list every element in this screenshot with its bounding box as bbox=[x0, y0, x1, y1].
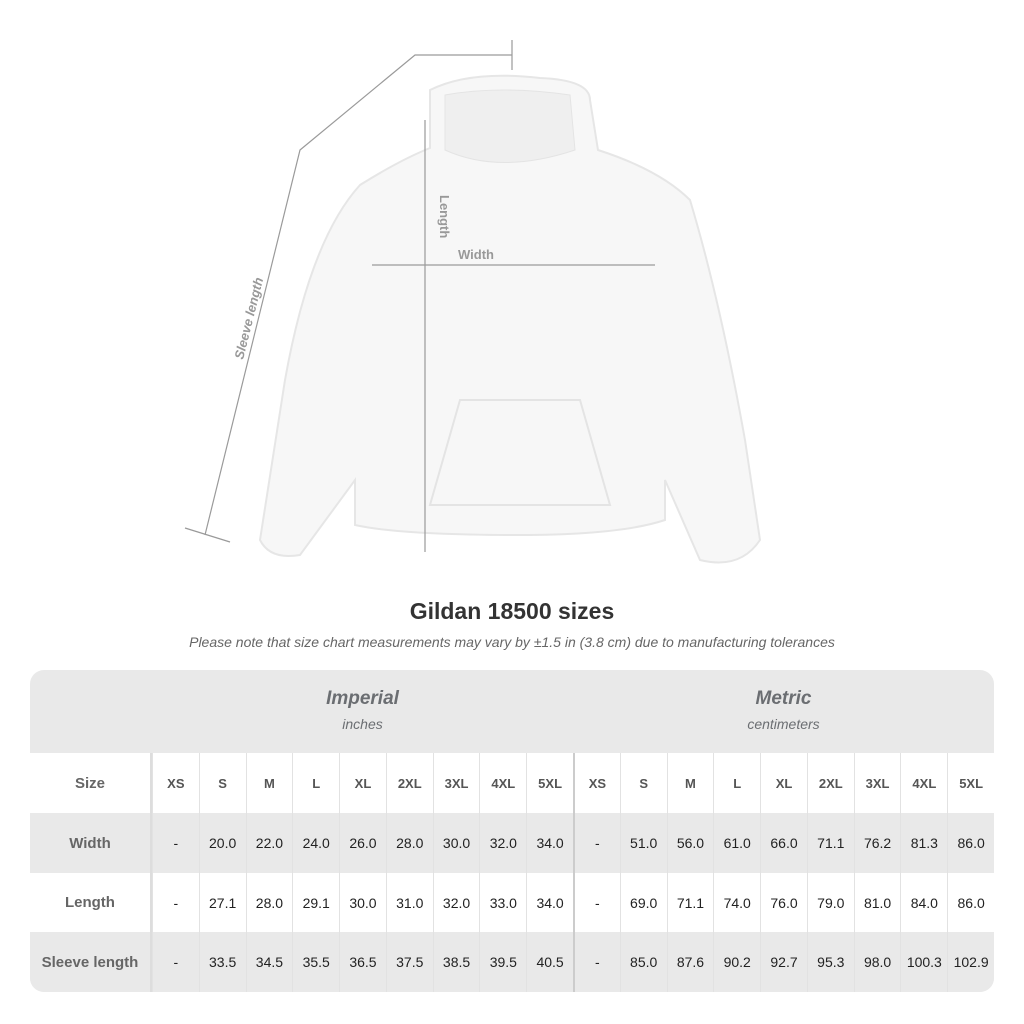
hoodie-image bbox=[258, 74, 762, 564]
table-cell: 56.0 bbox=[666, 813, 714, 873]
row-label: Width bbox=[30, 813, 152, 873]
table-cell: 24.0 bbox=[292, 813, 339, 873]
metric-title: Metric bbox=[755, 688, 812, 709]
table-cell: 20.0 bbox=[198, 813, 246, 873]
size-header-cell: L bbox=[713, 753, 760, 813]
size-header-cell: 4XL bbox=[900, 753, 947, 813]
row-label: Sleeve length bbox=[30, 932, 152, 992]
table-cell: 34.0 bbox=[526, 873, 573, 932]
sleeve-length-label: Sleeve length bbox=[231, 276, 266, 361]
table-cell: 28.0 bbox=[245, 873, 293, 932]
table-cell: - bbox=[151, 873, 199, 932]
size-header-cell: XL bbox=[760, 753, 807, 813]
table-cell: 22.0 bbox=[245, 813, 293, 873]
table-cell: - bbox=[572, 932, 620, 992]
table-cell: 95.3 bbox=[806, 932, 854, 992]
table-cell: 86.0 bbox=[947, 813, 994, 873]
table-cell: 38.5 bbox=[432, 932, 480, 992]
table-cell: 87.6 bbox=[666, 932, 714, 992]
hoodie-diagram: Length Width Sleeve length bbox=[184, 40, 762, 564]
table-row: Length -27.1 28.0 29.1 30.0 31.0 32.0 33.0 34.0-… bbox=[30, 873, 994, 932]
table-cell: 35.5 bbox=[292, 932, 339, 992]
size-header-cell: 2XL bbox=[385, 753, 433, 813]
metric-subtitle: centimeters bbox=[747, 716, 820, 732]
width-label: Width bbox=[458, 247, 494, 262]
size-header-cell: M bbox=[245, 753, 293, 813]
size-header-cell: XS bbox=[151, 753, 199, 813]
imperial-header: Imperial inches bbox=[152, 670, 573, 753]
table-cell: 33.5 bbox=[198, 932, 246, 992]
table-cell: - bbox=[151, 932, 199, 992]
table-row: Width -20.0 22.0 24.0 26.0 28.0 30.0 32.0 34.0-5… bbox=[30, 813, 994, 873]
table-cell: 86.0 bbox=[947, 873, 994, 932]
metric-header: Metric centimeters bbox=[573, 670, 994, 753]
size-header-cell: L bbox=[292, 753, 339, 813]
table-row: Sleeve length -33.5 34.5 35.5 36.5 37.5 38.5 39… bbox=[30, 932, 994, 992]
table-cell: 102.9 bbox=[947, 932, 994, 992]
table-cell: 81.3 bbox=[900, 813, 947, 873]
measure-lines bbox=[184, 40, 655, 552]
row-label: Size bbox=[30, 753, 152, 813]
size-header-cell: S bbox=[619, 753, 667, 813]
size-header-cell: 2XL bbox=[806, 753, 854, 813]
row-label: Length bbox=[30, 873, 152, 932]
table-cell: 34.0 bbox=[526, 813, 573, 873]
size-header-cell: M bbox=[666, 753, 714, 813]
table-cell: 30.0 bbox=[339, 873, 386, 932]
table-cell: 98.0 bbox=[853, 932, 901, 992]
table-cell: 29.1 bbox=[292, 873, 339, 932]
table-cell: 39.5 bbox=[479, 932, 526, 992]
size-table: Imperial inches Metric centimeters Size X… bbox=[30, 670, 994, 992]
table-cell: 51.0 bbox=[619, 813, 667, 873]
table-cell: 31.0 bbox=[385, 873, 433, 932]
table-cell: 36.5 bbox=[339, 932, 386, 992]
size-header-cell: XS bbox=[572, 753, 620, 813]
size-header-row: Size XS S M L XL 2XL 3XL 4XL 5XL XS S M L XL 2XL 3XL 4XL 5… bbox=[30, 753, 994, 813]
table-cell: 26.0 bbox=[339, 813, 386, 873]
chart-title: Gildan 18500 sizes bbox=[409, 598, 615, 624]
size-header-cell: 5XL bbox=[947, 753, 994, 813]
table-cell: - bbox=[572, 813, 620, 873]
imperial-subtitle: inches bbox=[342, 716, 383, 732]
table-cell: 84.0 bbox=[900, 873, 947, 932]
table-cell: 74.0 bbox=[713, 873, 760, 932]
table-cell: 71.1 bbox=[666, 873, 714, 932]
table-cell: 76.0 bbox=[760, 873, 807, 932]
table-cell: 66.0 bbox=[760, 813, 807, 873]
table-cell: 34.5 bbox=[245, 932, 293, 992]
table-cell: 69.0 bbox=[619, 873, 667, 932]
table-cell: - bbox=[151, 813, 199, 873]
table-cell: 28.0 bbox=[385, 813, 433, 873]
table-cell: 30.0 bbox=[432, 813, 480, 873]
table-cell: 32.0 bbox=[479, 813, 526, 873]
table-cell: 92.7 bbox=[760, 932, 807, 992]
size-header-cell: 4XL bbox=[479, 753, 526, 813]
size-header-cell: 5XL bbox=[526, 753, 573, 813]
table-cell: 27.1 bbox=[198, 873, 246, 932]
table-cell: 40.5 bbox=[526, 932, 573, 992]
length-label: Length bbox=[437, 195, 452, 238]
table-cell: 76.2 bbox=[853, 813, 901, 873]
table-cell: 79.0 bbox=[806, 873, 854, 932]
table-cell: 90.2 bbox=[713, 932, 760, 992]
size-header-cell: 3XL bbox=[432, 753, 480, 813]
table-cell: 85.0 bbox=[619, 932, 667, 992]
size-header-cell: XL bbox=[339, 753, 386, 813]
table-cell: - bbox=[572, 873, 620, 932]
table-cell: 71.1 bbox=[806, 813, 854, 873]
table-cell: 61.0 bbox=[713, 813, 760, 873]
imperial-title: Imperial bbox=[326, 688, 399, 709]
size-header-cell: S bbox=[198, 753, 246, 813]
size-header-cell: 3XL bbox=[853, 753, 901, 813]
tolerance-note: Please note that size chart measurements… bbox=[189, 634, 835, 650]
table-cell: 100.3 bbox=[900, 932, 947, 992]
table-cell: 37.5 bbox=[385, 932, 433, 992]
table-cell: 32.0 bbox=[432, 873, 480, 932]
table-cell: 81.0 bbox=[853, 873, 901, 932]
table-cell: 33.0 bbox=[479, 873, 526, 932]
